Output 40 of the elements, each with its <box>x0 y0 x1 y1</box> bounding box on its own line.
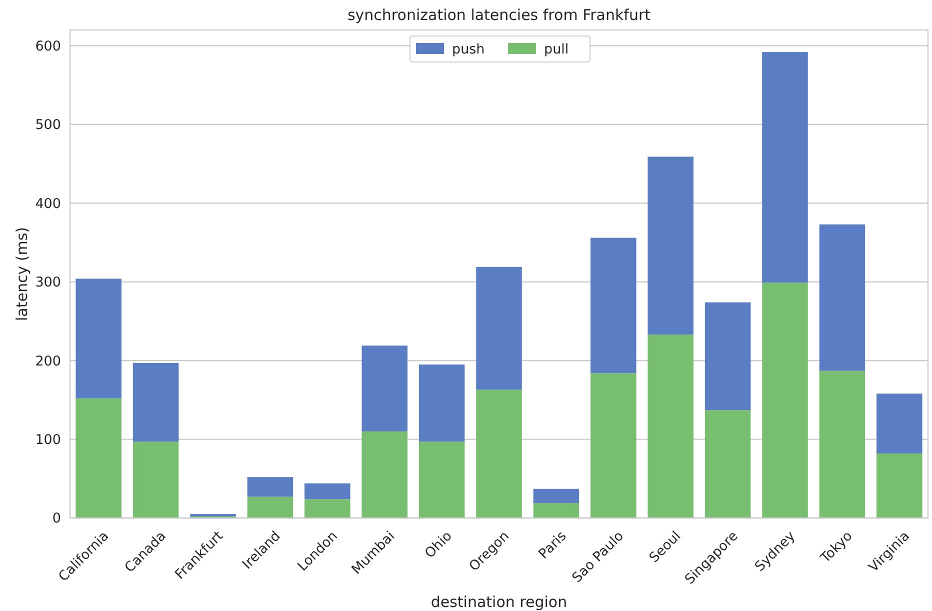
bar <box>819 224 866 371</box>
bar <box>819 370 866 518</box>
bar <box>247 496 294 518</box>
y-tick-label: 600 <box>35 38 61 54</box>
bar <box>590 373 636 518</box>
bar <box>418 442 465 518</box>
y-tick-label: 100 <box>35 432 61 448</box>
bar <box>648 334 694 518</box>
chart-title: synchronization latencies from Frankfurt <box>347 6 651 24</box>
y-tick-label: 300 <box>35 274 61 291</box>
bar <box>762 52 808 283</box>
y-tick-label: 400 <box>35 196 61 212</box>
bar <box>762 282 808 518</box>
legend-label: push <box>452 42 485 58</box>
bar <box>132 442 179 518</box>
y-tick-label: 200 <box>35 353 61 370</box>
bar <box>704 410 751 518</box>
bar <box>247 477 294 497</box>
bar <box>533 488 580 504</box>
bar <box>476 390 522 518</box>
bar <box>362 431 408 518</box>
bar <box>362 346 408 432</box>
y-tick-label: 0 <box>52 510 61 527</box>
x-axis-title: destination region <box>430 593 568 611</box>
bar <box>418 364 465 442</box>
bar <box>876 453 922 518</box>
bar <box>76 398 122 518</box>
bar <box>876 394 922 454</box>
bar <box>476 266 522 390</box>
bar <box>132 362 179 442</box>
y-axis-title: latency (ms) <box>13 227 31 321</box>
bar <box>704 302 751 410</box>
legend-label: pull <box>544 42 569 58</box>
bar <box>533 503 580 518</box>
bar <box>590 238 636 374</box>
bar <box>76 278 122 398</box>
y-tick-label: 500 <box>35 117 61 134</box>
bar <box>648 156 694 335</box>
bar <box>304 483 350 500</box>
bar <box>304 499 350 518</box>
